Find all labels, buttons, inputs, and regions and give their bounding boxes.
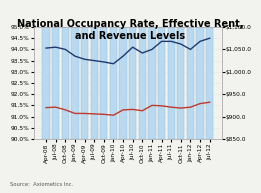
Bar xyxy=(158,0,165,139)
Bar xyxy=(52,0,59,139)
Effective Rent xyxy=(179,107,182,109)
Revenue xyxy=(83,58,86,60)
Revenue xyxy=(54,46,57,48)
Revenue xyxy=(150,48,153,51)
Revenue xyxy=(102,61,105,63)
Bar xyxy=(129,0,136,139)
Revenue xyxy=(122,55,125,57)
Bar xyxy=(148,0,156,139)
Line: Effective Rent: Effective Rent xyxy=(46,102,210,115)
Revenue xyxy=(141,52,144,54)
Effective Rent xyxy=(189,106,192,108)
Bar xyxy=(197,0,204,139)
Revenue xyxy=(189,48,192,51)
Text: National Occupancy Rate, Effective Rent,
and Revenue Levels: National Occupancy Rate, Effective Rent,… xyxy=(17,19,244,41)
Revenue xyxy=(199,40,202,42)
Revenue xyxy=(208,37,211,39)
Effective Rent xyxy=(208,101,211,103)
Effective Rent xyxy=(122,109,125,111)
Effective Rent xyxy=(93,113,96,115)
Bar xyxy=(110,0,117,139)
Bar xyxy=(168,0,175,139)
Effective Rent xyxy=(112,114,115,116)
Bar xyxy=(120,0,127,139)
Revenue xyxy=(45,47,48,49)
Bar xyxy=(187,0,194,139)
Bar xyxy=(139,0,146,139)
Bar xyxy=(81,0,88,139)
Revenue xyxy=(73,55,76,57)
Effective Rent xyxy=(150,104,153,107)
Effective Rent xyxy=(160,105,163,107)
Effective Rent xyxy=(102,113,105,115)
Bar xyxy=(177,0,185,139)
Effective Rent xyxy=(45,107,48,109)
Bar xyxy=(62,0,69,139)
Effective Rent xyxy=(170,106,173,108)
Bar xyxy=(71,0,79,139)
Effective Rent xyxy=(199,102,202,105)
Revenue xyxy=(131,46,134,48)
Revenue xyxy=(170,40,173,42)
Effective Rent xyxy=(64,109,67,111)
Bar xyxy=(91,0,98,139)
Revenue xyxy=(64,48,67,51)
Effective Rent xyxy=(83,112,86,115)
Bar xyxy=(43,0,50,139)
Revenue xyxy=(179,43,182,45)
Bar xyxy=(100,0,108,139)
Line: Revenue: Revenue xyxy=(46,38,210,64)
Effective Rent xyxy=(73,112,76,115)
Text: Source:  Axiometics Inc.: Source: Axiometics Inc. xyxy=(10,182,74,187)
Effective Rent xyxy=(141,110,144,112)
Revenue xyxy=(160,40,163,42)
Effective Rent xyxy=(54,106,57,108)
Revenue xyxy=(93,59,96,62)
Bar xyxy=(206,0,213,139)
Revenue xyxy=(112,63,115,65)
Effective Rent xyxy=(131,108,134,111)
